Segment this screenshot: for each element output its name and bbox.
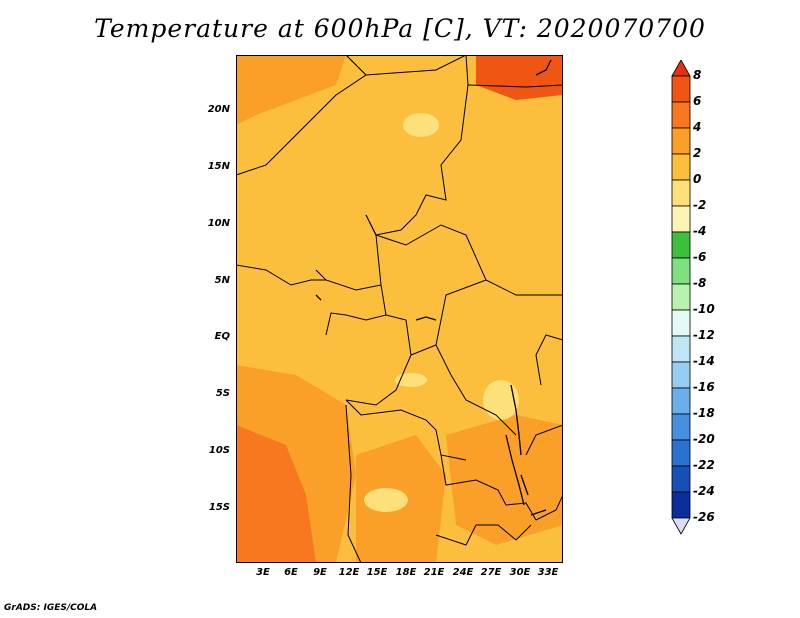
cool-patch-center: [395, 373, 427, 387]
colorbar-segment: [671, 491, 691, 519]
colorbar-level-label: 0: [693, 172, 702, 186]
lat-label-10n: 10N: [207, 218, 230, 229]
warm-region-southeast: [446, 415, 563, 545]
lon-label-30e: 30E: [509, 567, 531, 578]
colorbar-level-label: -20: [693, 432, 715, 446]
lon-label-27e: 27E: [480, 567, 502, 578]
lat-label-15s: 15S: [208, 502, 230, 513]
colorbar-level-label: -2: [693, 198, 707, 212]
colorbar-segment: [671, 179, 691, 207]
lakes-coast: [315, 59, 552, 516]
colorbar-level-label: -26: [693, 510, 715, 524]
cool-patch-south: [364, 488, 408, 512]
lon-label-9e: 9E: [313, 567, 327, 578]
colorbar-level-label: -4: [693, 224, 707, 238]
lat-label-5s: 5S: [215, 388, 230, 399]
colorbar-segment: [671, 283, 691, 311]
colorbar-segment: [671, 75, 691, 103]
colorbar-top-arrow: [671, 60, 691, 77]
colorbar-level-label: 2: [693, 146, 702, 160]
lon-label-21e: 21E: [423, 567, 445, 578]
map-frame-border: [236, 55, 563, 563]
colorbar-level-label: -8: [693, 276, 707, 290]
country-borders: [236, 55, 563, 563]
cool-patch-east: [483, 380, 519, 420]
colorbar-segment: [671, 361, 691, 389]
lon-label-6e: 6E: [284, 567, 298, 578]
lon-label-33e: 33E: [537, 567, 559, 578]
colorbar-segment: [671, 335, 691, 363]
colorbar-segment: [671, 153, 691, 181]
lat-label-20n: 20N: [207, 104, 230, 115]
colorbar-segment: [671, 309, 691, 337]
cool-patch-north: [403, 113, 439, 137]
lon-label-24e: 24E: [452, 567, 474, 578]
lon-label-15e: 15E: [366, 567, 388, 578]
colorbar-bottom-arrow: [671, 517, 691, 535]
colorbar-level-label: 4: [693, 120, 702, 134]
colorbar-segment: [671, 257, 691, 285]
hot-region-southwest: [236, 425, 316, 563]
colorbar-segment: [671, 465, 691, 493]
chart-title: Temperature at 600hPa [C], VT: 202007070…: [94, 14, 706, 43]
footer-credit: GrADS: IGES/COLA: [4, 603, 98, 613]
lat-label-10s: 10S: [208, 445, 230, 456]
colorbar-level-label: -12: [693, 328, 715, 342]
lat-label-15n: 15N: [207, 161, 230, 172]
lon-label-12e: 12E: [338, 567, 360, 578]
lon-label-3e: 3E: [256, 567, 270, 578]
lat-label-eq: EQ: [214, 331, 230, 342]
warm-region-north: [236, 55, 346, 125]
lon-label-18e: 18E: [395, 567, 417, 578]
colorbar-level-label: -16: [693, 380, 715, 394]
colorbar-level-label: 6: [693, 94, 702, 108]
colorbar-segment: [671, 413, 691, 441]
colorbar-level-label: -6: [693, 250, 707, 264]
colorbar-level-label: -18: [693, 406, 715, 420]
colorbar-level-label: -22: [693, 458, 715, 472]
hot-region-northeast: [476, 55, 563, 100]
colorbar-segment: [671, 101, 691, 129]
colorbar-level-label: -14: [693, 354, 715, 368]
colorbar-segment: [671, 231, 691, 259]
colorbar: [671, 60, 691, 535]
colorbar-segment: [671, 387, 691, 415]
colorbar-segment: [671, 127, 691, 155]
colorbar-level-label: -24: [693, 484, 715, 498]
colorbar-segment: [671, 439, 691, 467]
lat-label-5n: 5N: [214, 275, 230, 286]
colorbar-level-label: 8: [693, 68, 702, 82]
colorbar-level-label: -10: [693, 302, 715, 316]
colorbar-segment: [671, 205, 691, 233]
temperature-map: [236, 55, 563, 563]
